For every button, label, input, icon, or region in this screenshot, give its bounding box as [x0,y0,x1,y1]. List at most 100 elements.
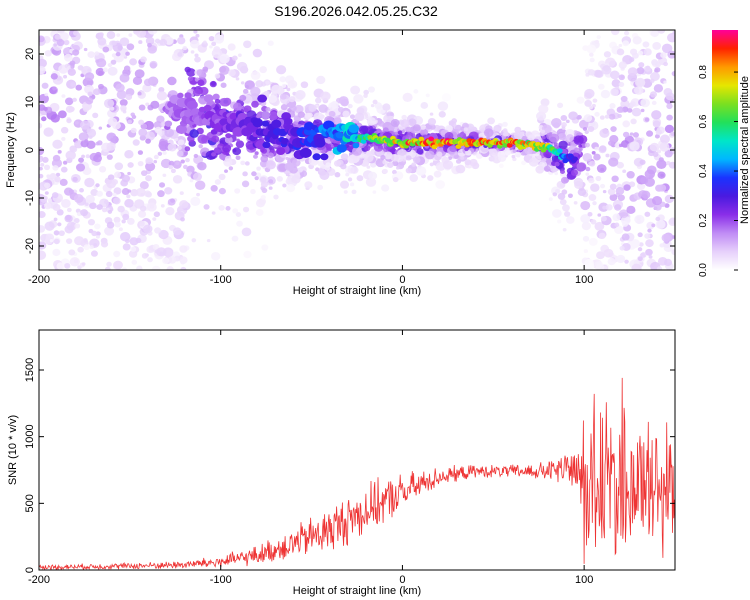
spectrogram-blob [644,169,656,179]
spectrogram-ridge-blob [257,94,268,103]
spectrogram-blob [353,94,364,104]
spectrogram-blob [203,204,210,210]
spectrogram-blob [594,111,600,117]
spectrogram-blob [198,144,203,149]
spectrogram-blob [622,131,630,138]
spectrogram-blob [502,128,508,133]
spectrogram-blob [587,211,593,217]
spectrogram-blob [197,134,208,144]
spectrogram-blob [629,141,640,151]
spectrogram-blob [599,128,610,138]
spectrogram-blob [52,139,63,149]
spectrogram-blob [632,36,642,45]
spectrogram-blob [429,162,434,167]
spectrogram-blob [244,80,255,90]
spectrogram-blob [548,197,553,201]
spectrogram-blob [441,93,452,102]
snr-panel: -200 -100 0 100 0 500 1000 1500 Height of stra… [7,329,676,597]
spectrogram-blob [157,190,165,198]
spectrogram-blob [124,198,134,208]
spectrogram-blob [560,169,566,174]
spectrogram-blob [350,166,359,174]
spectrogram-blob [540,129,546,134]
spectrogram-blob [212,93,220,101]
spectrogram-blob [337,106,344,113]
spectrogram-blob [449,145,457,153]
spectrogram-blob [167,256,177,264]
spectrogram-blob [649,78,655,83]
spectrogram-ridge-blob [418,136,425,142]
spectrogram-ridge-blob [203,94,214,103]
spectrogram-blob [502,131,509,137]
spectrogram-ridge-blob [360,139,367,144]
y-tick-label: 0 [24,567,36,573]
spectrogram-blob [214,98,221,104]
spectrogram-ridge-blob [352,142,360,149]
x-tick-label: -100 [210,274,232,286]
spectrogram-blob [75,84,83,91]
spectrogram-blob [623,184,631,191]
spectrogram-blob [493,124,502,133]
spectrogram-blob [154,249,160,254]
spectrogram-blob [154,38,161,44]
spectrogram-blob [568,111,578,121]
spectrogram-blob [75,163,86,172]
spectrogram-blob [383,151,393,160]
spectrogram-blob [607,188,616,196]
spectrogram-blob [649,142,660,152]
spectrogram-blob [158,182,166,188]
spectrogram-blob [85,97,94,105]
spectrogram-blob [114,171,122,179]
spectrogram-blob [583,114,593,123]
spectrogram-blob [211,251,221,261]
spectrogram-blob [80,209,88,217]
spectrogram-blob [554,161,560,167]
spectrogram-blob [122,213,130,221]
spectrogram-blob [589,57,595,63]
spectrogram-blob [79,188,84,193]
spectrogram-blob [138,119,145,126]
spectrogram-blob [585,172,590,176]
spectrogram-blob [61,199,71,208]
spectrogram-blob [628,181,636,188]
spectrogram-blob [556,219,562,224]
spectrogram-blob [427,175,434,181]
spectrogram-blob [429,124,436,130]
spectrogram-blob [117,45,123,51]
spectrogram-blob [554,171,559,176]
spectrogram-blob [43,202,52,210]
spectrogram-blob [265,107,271,112]
spectrogram-blob [63,187,74,196]
spectrogram-blob [192,172,203,181]
spectrogram-blob [113,187,122,195]
spectrogram-blob [104,266,111,270]
spectrogram-blob [98,166,107,173]
spectrogram-blob [101,207,108,213]
spectrogram-ridge-blob [219,118,229,126]
spectrogram-blob [580,200,591,211]
spectrogram-blob [127,171,131,176]
spectrogram-blob [44,50,52,57]
spectrogram-blob [103,98,115,109]
snr-frame [38,329,676,571]
spectrogram-blob [55,172,61,177]
spectrogram-blob [632,132,639,138]
spectrogram-blob [633,86,644,95]
spectrogram-blob [87,218,96,226]
spectrogram-blob [405,126,412,133]
spectrogram-blob [392,169,397,175]
spectrogram-blob [667,32,675,43]
spectrogram-blob [52,248,61,257]
spectrogram-ridge-blob [299,147,312,159]
spectrogram-blob [387,162,394,168]
spectrogram-blob [585,166,591,172]
spectrogram-blob [454,124,462,132]
spectrogram-blob [582,235,590,242]
spectrogram-blob [317,184,324,190]
colorbar-ticks: 0.0 0.2 0.4 0.6 0.8 [698,65,738,277]
spectrogram-blob [143,78,153,87]
spectrogram-blob [618,209,629,219]
spectrogram-blob [268,95,278,103]
spectrogram-blob [658,157,664,162]
spectrogram-blob [167,76,177,86]
